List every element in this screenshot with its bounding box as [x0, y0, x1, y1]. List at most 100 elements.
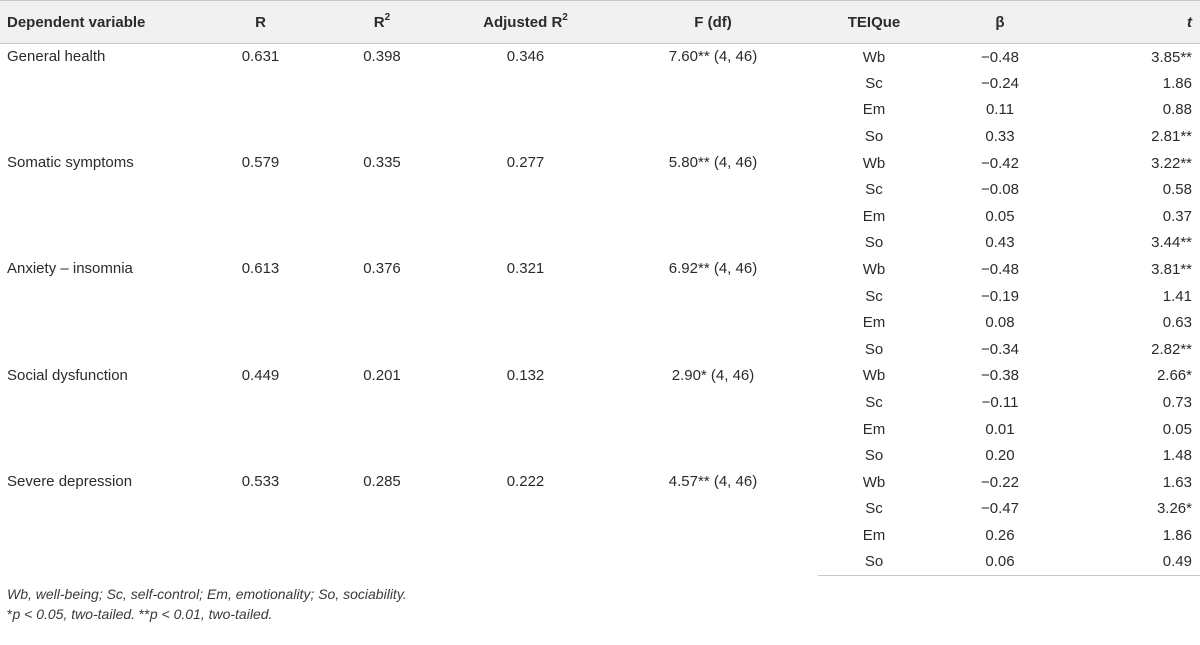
- table-row: Severe depression 0.533 0.285 0.222 4.57…: [0, 469, 1200, 496]
- r-squared-cell: 0.398: [363, 48, 401, 65]
- t-cell: 2.66*: [1156, 367, 1192, 385]
- f-df-cell: 7.60** (4, 46): [668, 48, 758, 65]
- beta-cell: 0.08: [985, 314, 1015, 332]
- teique-cell: Wb: [862, 261, 886, 279]
- header-r-squared-sup: 2: [384, 11, 391, 23]
- header-r-squared: R2: [321, 0, 443, 44]
- header-teique: TEIQue: [818, 0, 930, 44]
- t-cell: 3.85**: [1151, 48, 1192, 66]
- dependent-variable-cell: General health: [7, 48, 106, 65]
- table-row: So 0.20 1.48: [0, 442, 1200, 469]
- adjusted-r-squared-cell: 0.277: [506, 153, 545, 171]
- header-adjusted-sup: 2: [562, 11, 568, 23]
- table-row: Sc −0.24 1.86: [0, 70, 1200, 97]
- beta-cell: 0.05: [985, 207, 1015, 225]
- beta-cell: −0.24: [981, 74, 1019, 92]
- table-row: So −0.34 2.82**: [0, 336, 1200, 363]
- footnote-p01: p < 0.01, two-tailed.: [149, 605, 273, 622]
- table-row: Sc −0.19 1.41: [0, 283, 1200, 310]
- dependent-variable-cell: Anxiety – insomnia: [7, 260, 133, 278]
- t-cell: 0.49: [1070, 548, 1200, 576]
- table-row: So 0.06 0.49: [0, 548, 1200, 576]
- regression-table-container: Dependent variable R R2 Adjusted R2 F (d…: [0, 0, 1200, 624]
- adjusted-r-squared-cell: 0.132: [506, 366, 545, 384]
- t-cell: 1.63: [1162, 473, 1192, 491]
- beta-cell: 0.01: [985, 420, 1015, 438]
- header-t: t: [1070, 0, 1200, 44]
- table-row: Somatic symptoms 0.579 0.335 0.277 5.80*…: [0, 150, 1200, 177]
- table-row: Anxiety – insomnia 0.613 0.376 0.321 6.9…: [0, 256, 1200, 283]
- header-f-df: F (df): [608, 0, 818, 44]
- teique-cell: Wb: [862, 473, 886, 491]
- beta-cell: 0.11: [985, 101, 1015, 119]
- t-cell: 2.81**: [1151, 128, 1192, 146]
- teique-cell: Em: [862, 314, 886, 332]
- table-row: Em 0.01 0.05: [0, 416, 1200, 443]
- f-df-cell: 4.57** (4, 46): [668, 473, 758, 490]
- table-row: So 0.43 3.44**: [0, 230, 1200, 257]
- f-df-cell: 6.92** (4, 46): [668, 260, 758, 278]
- beta-cell: 0.43: [985, 234, 1015, 252]
- teique-cell: Em: [862, 420, 886, 438]
- beta-cell: 0.33: [985, 128, 1015, 146]
- t-cell: 0.37: [1162, 207, 1192, 225]
- r-cell: 0.631: [241, 48, 280, 65]
- beta-cell: −0.34: [981, 340, 1019, 358]
- beta-cell: −0.22: [981, 473, 1019, 491]
- dependent-variable-cell: Severe depression: [7, 473, 133, 490]
- r-cell: 0.449: [241, 366, 280, 384]
- t-cell: 0.05: [1162, 420, 1192, 438]
- teique-cell: So: [864, 447, 884, 465]
- teique-cell: So: [818, 548, 930, 576]
- adjusted-r-squared-cell: 0.346: [506, 48, 545, 65]
- table-row: Social dysfunction 0.449 0.201 0.132 2.9…: [0, 363, 1200, 390]
- table-body: General health 0.631 0.398 0.346 7.60** …: [0, 44, 1200, 576]
- t-cell: 0.73: [1162, 394, 1192, 412]
- t-cell: 2.82**: [1151, 340, 1192, 358]
- r-squared-cell: 0.376: [363, 260, 401, 278]
- t-cell: 1.86: [1162, 74, 1192, 92]
- f-df-cell: 2.90* (4, 46): [671, 366, 755, 384]
- beta-cell: −0.11: [981, 394, 1019, 412]
- teique-cell: Sc: [865, 500, 883, 518]
- header-beta: β: [930, 0, 1070, 44]
- beta-cell: 0.06: [930, 548, 1070, 576]
- table-row: Em 0.05 0.37: [0, 203, 1200, 230]
- table-row: So 0.33 2.81**: [0, 123, 1200, 150]
- t-cell: 0.88: [1162, 101, 1192, 119]
- teique-cell: Em: [862, 526, 886, 544]
- teique-cell: Wb: [862, 48, 886, 66]
- table-footnotes: Wb, well-being; Sc, self-control; Em, em…: [0, 576, 1200, 624]
- header-adjusted-r-squared: Adjusted R2: [443, 0, 608, 44]
- beta-cell: −0.42: [981, 154, 1019, 172]
- footnote-abbreviations: Wb, well-being; Sc, self-control; Em, em…: [7, 585, 407, 602]
- beta-cell: −0.38: [981, 367, 1019, 385]
- table-row: Sc −0.11 0.73: [0, 389, 1200, 416]
- t-cell: 3.26*: [1156, 500, 1192, 518]
- beta-cell: −0.19: [981, 287, 1019, 305]
- beta-cell: −0.08: [981, 181, 1019, 199]
- teique-cell: Em: [862, 207, 886, 225]
- t-cell: 1.41: [1162, 287, 1192, 305]
- t-cell: 3.22**: [1151, 154, 1192, 172]
- header-r: R: [200, 0, 321, 44]
- teique-cell: Sc: [865, 394, 883, 412]
- header-adjusted-base: Adjusted R: [483, 13, 563, 31]
- header-r-squared-base: R: [373, 13, 385, 31]
- t-cell: 1.48: [1162, 447, 1192, 465]
- table-row: Em 0.26 1.86: [0, 522, 1200, 549]
- r-cell: 0.613: [241, 260, 280, 278]
- header-dependent-variable: Dependent variable: [0, 0, 200, 44]
- teique-cell: Sc: [865, 287, 883, 305]
- teique-cell: So: [864, 234, 884, 252]
- r-squared-cell: 0.201: [363, 366, 401, 384]
- t-cell: 1.86: [1162, 526, 1192, 544]
- footnote-star-double: **: [138, 605, 150, 622]
- teique-cell: So: [864, 128, 884, 146]
- footnote-significance: *p < 0.05, two-tailed. **p < 0.01, two-t…: [7, 604, 1193, 624]
- t-cell: 0.58: [1162, 181, 1192, 199]
- teique-cell: Em: [862, 101, 886, 119]
- teique-cell: So: [864, 340, 884, 358]
- r-cell: 0.533: [241, 473, 280, 490]
- adjusted-r-squared-cell: 0.222: [506, 473, 545, 490]
